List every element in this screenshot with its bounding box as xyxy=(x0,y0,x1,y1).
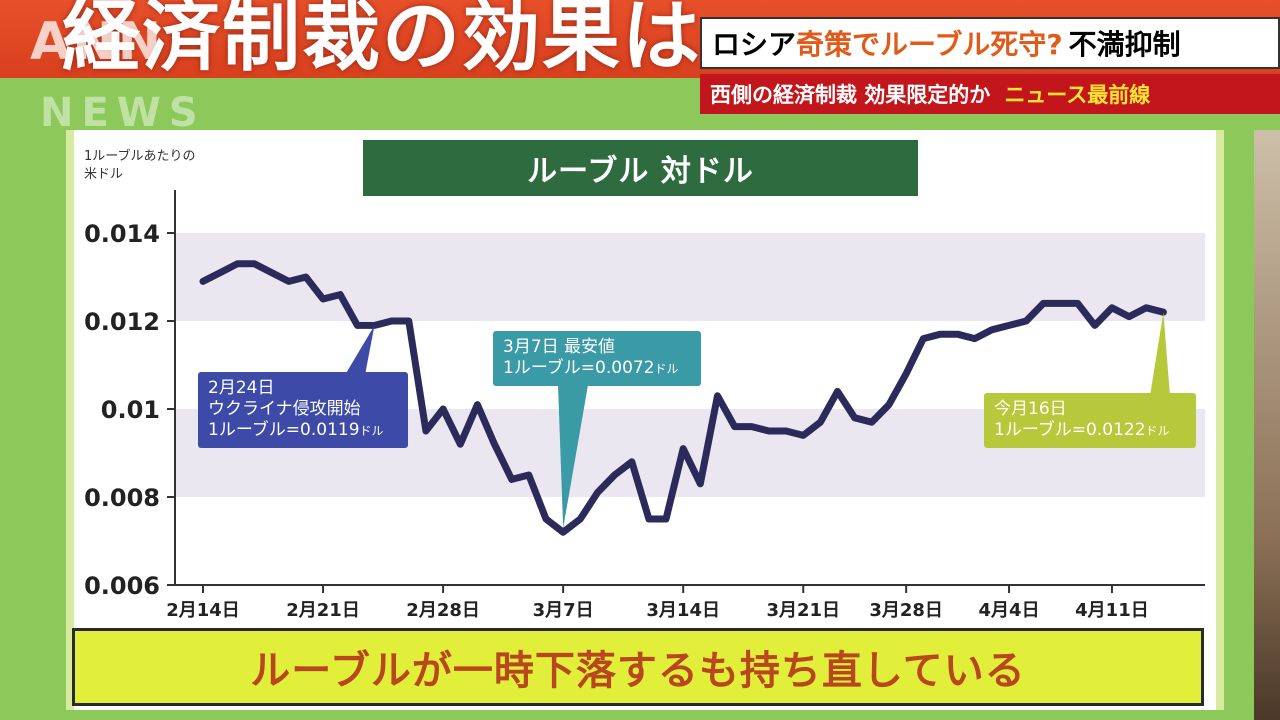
ticker1-plain: ロシア xyxy=(712,28,797,61)
y-axis-label-line2: 米ドル xyxy=(84,167,124,182)
grid-band-0 xyxy=(175,233,1205,321)
series-line-ruble-usd xyxy=(199,260,1167,536)
callout-invasion-unit: ドル xyxy=(359,424,384,438)
x-tick-label: 3月21日 xyxy=(766,600,840,621)
ticker1-rest: 不満抑制 xyxy=(1068,28,1181,61)
x-tick-label: 2月28日 xyxy=(406,600,480,621)
y-axis-label: 1ルーブルあたりの 米ドル xyxy=(84,148,244,184)
ann-logo: ANN xyxy=(30,12,164,72)
pointer-lowest xyxy=(558,385,588,529)
ticker1-highlight: 奇策でルーブル死守? xyxy=(796,28,1063,61)
callout-invasion-start: 2月24日 ウクライナ侵攻開始 1ルーブル=0.0119ドル xyxy=(198,372,408,448)
callout-invasion-event: ウクライナ侵攻開始 xyxy=(208,399,361,419)
pointer-invasion-start xyxy=(345,325,375,375)
callout-today-rate: 1ルーブル=0.0122 xyxy=(994,420,1146,440)
y-tick-label: 0.006 xyxy=(84,572,160,600)
y-tick-label: 0.01 xyxy=(101,396,160,424)
y-axis-label-line1: 1ルーブルあたりの xyxy=(84,149,196,164)
y-tick-label: 0.012 xyxy=(84,308,160,336)
callout-today-unit: ドル xyxy=(1145,424,1170,438)
x-tick-label: 3月28日 xyxy=(869,600,943,621)
caption-banner: ルーブルが一時下落するも持ち直している xyxy=(72,628,1204,706)
x-tick-label: 2月21日 xyxy=(286,600,360,621)
callout-lowest-unit: ドル xyxy=(654,362,679,376)
ticker2-highlight: ニュース最前線 xyxy=(1004,83,1151,107)
pointer-today xyxy=(1150,312,1170,396)
ticker-line-2: 西側の経済制裁 効果限定的か ニュース最前線 xyxy=(700,74,1280,114)
chart-title: ルーブル 対ドル xyxy=(363,140,918,196)
y-tick-label: 0.014 xyxy=(84,220,160,248)
news-logo: NEWS xyxy=(40,90,206,136)
background-headline: 経済制裁の効果は xyxy=(62,0,703,78)
x-tick-label: 2月14日 xyxy=(166,600,240,621)
callout-lowest-rate: 1ルーブル=0.0072 xyxy=(503,358,655,378)
callout-today: 今月16日 1ルーブル=0.0122ドル xyxy=(984,393,1196,448)
x-tick-label: 4月11日 xyxy=(1075,600,1149,621)
callout-lowest-date: 3月7日 最安値 xyxy=(503,337,616,357)
callout-today-date: 今月16日 xyxy=(994,399,1067,419)
ticker2-plain: 西側の経済制裁 効果限定的か xyxy=(710,83,991,107)
x-tick-label: 3月14日 xyxy=(646,600,720,621)
presenter-edge xyxy=(1254,130,1280,720)
x-tick-label: 3月7日 xyxy=(533,600,594,621)
x-tick-label: 4月4日 xyxy=(979,600,1040,621)
y-tick-label: 0.008 xyxy=(84,484,160,512)
callout-invasion-rate: 1ルーブル=0.0119 xyxy=(208,420,360,440)
callout-invasion-date: 2月24日 xyxy=(208,378,275,398)
ticker-line-1: ロシア 奇策でルーブル死守? 不満抑制 xyxy=(700,17,1280,69)
callout-lowest: 3月7日 最安値 1ルーブル=0.0072ドル xyxy=(493,331,701,386)
